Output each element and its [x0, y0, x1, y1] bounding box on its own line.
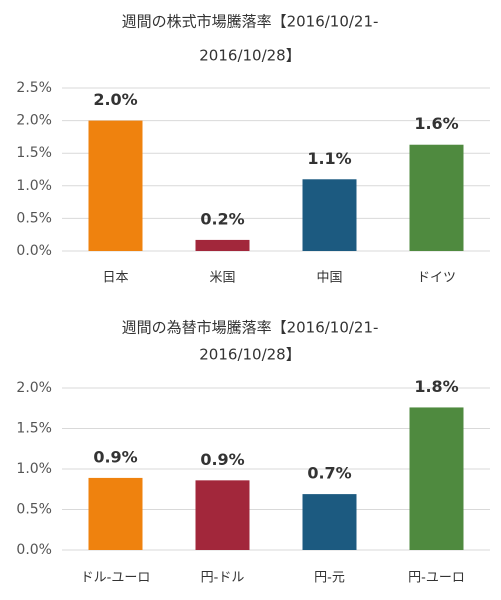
y-tick-label: 1.5%: [16, 145, 52, 161]
bar: [302, 179, 357, 251]
bar: [195, 480, 250, 550]
bar: [409, 144, 464, 251]
x-tick-label: 円-ドル: [201, 571, 245, 586]
bar: [302, 494, 357, 550]
y-tick-label: 0.5%: [16, 502, 52, 518]
data-label: 1.1%: [307, 149, 351, 168]
x-tick-label: 日本: [102, 271, 128, 286]
y-tick-label: 0.0%: [16, 243, 52, 259]
x-tick-label: 米国: [209, 271, 235, 286]
x-tick-label: 中国: [316, 271, 342, 286]
bar: [88, 477, 143, 550]
data-label: 1.6%: [414, 114, 458, 133]
y-tick-label: 1.5%: [16, 421, 52, 437]
y-tick-label: 2.0%: [16, 380, 52, 396]
x-tick-label: ドル-ユーロ: [81, 571, 151, 586]
y-tick-label: 0.5%: [16, 210, 52, 226]
data-label: 0.9%: [93, 447, 137, 466]
x-tick-label: ドイツ: [417, 271, 456, 286]
y-tick-label: 1.0%: [16, 461, 52, 477]
bar: [195, 239, 250, 251]
data-label: 0.9%: [200, 450, 244, 469]
bar: [409, 407, 464, 550]
data-label: 1.8%: [414, 377, 458, 396]
chart-title: 2016/10/28】: [199, 47, 300, 65]
data-label: 0.2%: [200, 209, 244, 228]
chart-title: 週間の為替市場騰落率【2016/10/21-: [122, 319, 379, 337]
bar: [88, 120, 143, 251]
x-tick-label: 円-元: [314, 571, 345, 586]
y-tick-label: 2.5%: [16, 80, 52, 96]
data-label: 2.0%: [93, 90, 137, 109]
y-tick-label: 0.0%: [16, 542, 52, 558]
chart-title: 週間の株式市場騰落率【2016/10/21-: [122, 13, 379, 31]
y-tick-label: 2.0%: [16, 113, 52, 129]
y-tick-label: 1.0%: [16, 178, 52, 194]
chart-title: 2016/10/28】: [199, 346, 300, 364]
data-label: 0.7%: [307, 464, 351, 483]
x-tick-label: 円-ユーロ: [408, 571, 465, 586]
